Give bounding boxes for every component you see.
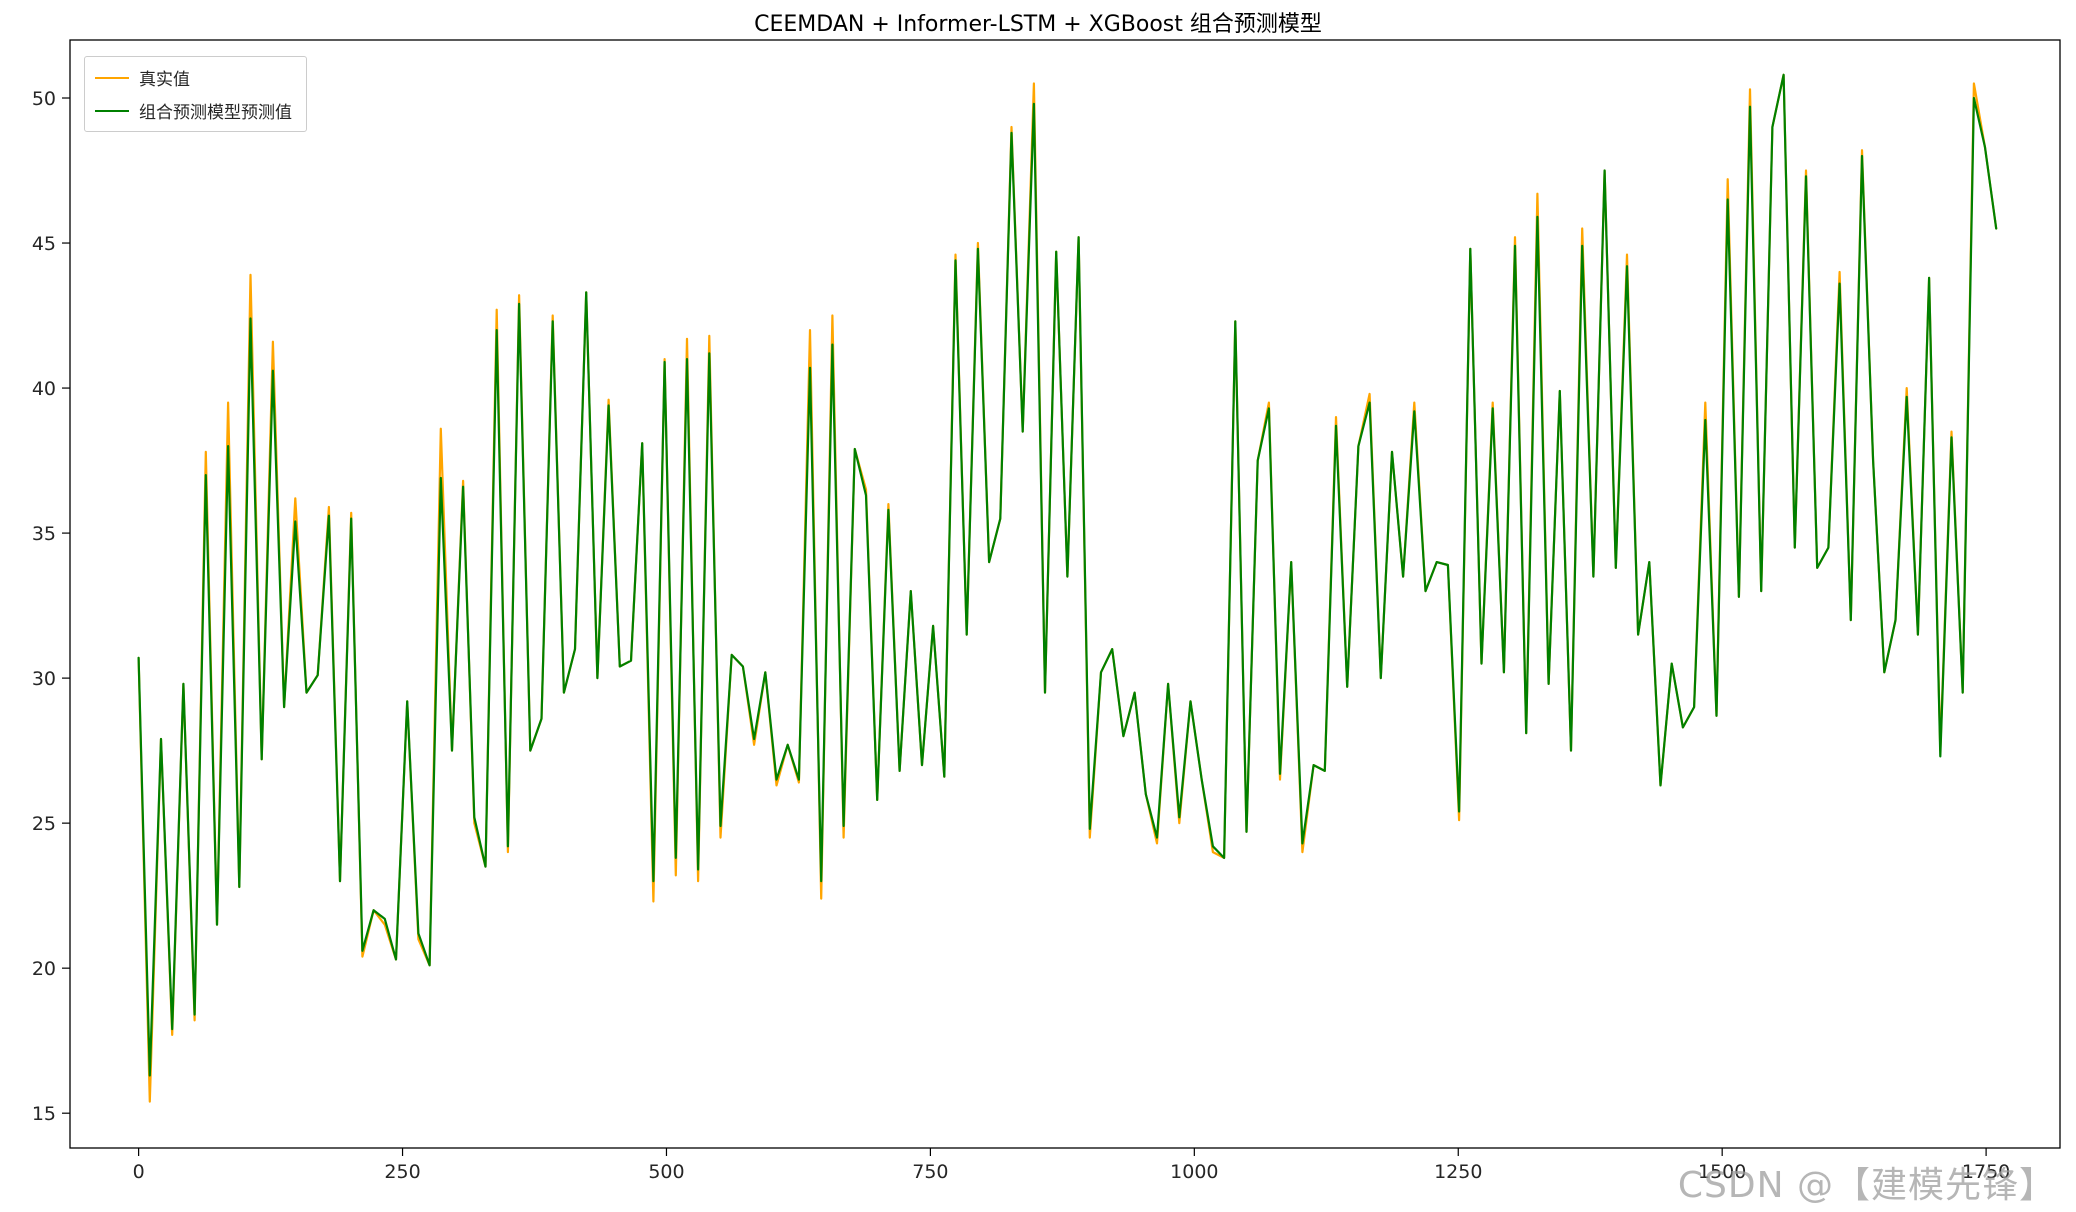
axes-box xyxy=(69,39,2061,1149)
true-series-line xyxy=(137,73,1998,1103)
legend: 真实值 组合预测模型预测值 xyxy=(84,56,307,132)
y-tick-label: 35 xyxy=(32,523,56,545)
x-tick-label: 1750 xyxy=(1962,1161,2010,1183)
csdn-watermark: CSDN @【建模先锋】 xyxy=(1677,1165,2056,1206)
legend-label-true: 真实值 xyxy=(139,70,190,90)
y-tick-label: 45 xyxy=(32,233,56,255)
x-tick-label: 0 xyxy=(133,1161,145,1183)
true-series-line-swatch xyxy=(95,76,129,79)
legend-item-pred: 组合预测模型预测值 xyxy=(95,98,292,123)
x-tick-label: 750 xyxy=(912,1161,948,1183)
x-tick-label: 1000 xyxy=(1170,1161,1218,1183)
y-tick-label: 30 xyxy=(32,668,56,690)
y-tick-label: 50 xyxy=(32,88,56,110)
chart-title: CEEMDAN + Informer-LSTM + XGBoost 组合预测模型 xyxy=(754,12,1322,37)
legend-label-pred: 组合预测模型预测值 xyxy=(139,103,292,123)
x-tick-label: 250 xyxy=(384,1161,420,1183)
x-tick-label: 1500 xyxy=(1698,1161,1746,1183)
x-tick-label: 1250 xyxy=(1434,1161,1482,1183)
y-tick-label: 40 xyxy=(32,378,56,400)
legend-item-true: 真实值 xyxy=(95,65,292,90)
x-tick-label: 500 xyxy=(648,1161,684,1183)
pred-series-line xyxy=(137,73,1998,1077)
y-tick-label: 25 xyxy=(32,813,56,835)
pred-series-line-swatch xyxy=(95,109,129,112)
y-tick-label: 15 xyxy=(32,1103,56,1125)
y-tick-label: 20 xyxy=(32,958,56,980)
